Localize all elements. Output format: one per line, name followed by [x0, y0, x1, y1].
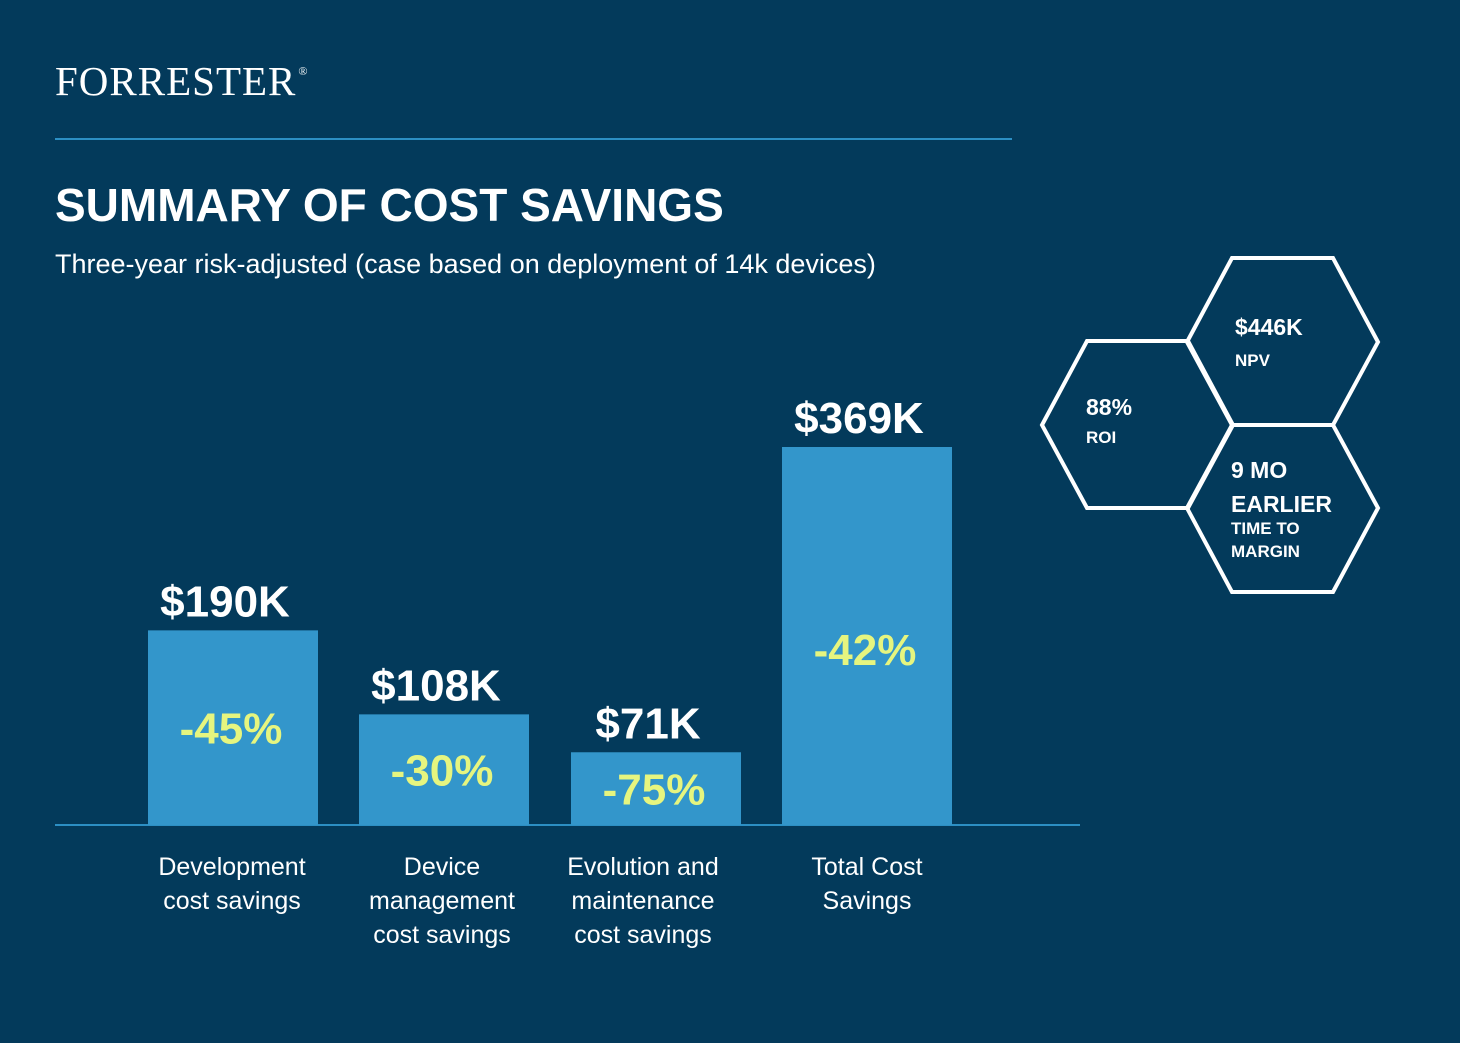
bar-2 — [359, 714, 529, 825]
bar-3 — [571, 752, 741, 825]
cost-savings-bar-chart: $190K -45% Development cost savings $108K -30… — [55, 394, 1080, 949]
bar-value-label-2: $108K — [371, 661, 501, 710]
forrester-logo-text: FORRESTER — [55, 58, 297, 104]
roi-label: ROI — [1086, 428, 1117, 447]
time-to-margin-value-line1: 9 MO — [1231, 457, 1288, 483]
category-label-2: Device management cost savings — [369, 853, 515, 949]
header-divider — [55, 138, 1012, 140]
registered-mark: ® — [298, 64, 309, 78]
page-title: SUMMARY OF COST SAVINGS — [55, 179, 724, 231]
time-to-margin-label-line2: MARGIN — [1231, 542, 1300, 561]
bar-percent-label-1: -45% — [180, 705, 283, 754]
bar-value-label-3: $71K — [595, 699, 700, 748]
forrester-logo: FORRESTER ® — [55, 56, 309, 106]
bar-percent-label-4: -42% — [814, 626, 917, 675]
time-to-margin-value-line2: EARLIER — [1231, 491, 1332, 517]
category-label-4: Total Cost Savings — [811, 853, 922, 915]
category-label-3: Evolution and maintenance cost savings — [567, 853, 719, 949]
category-label-1: Development cost savings — [158, 853, 305, 915]
bar-percent-label-2: -30% — [391, 747, 494, 796]
bar-value-label-1: $190K — [160, 577, 290, 626]
roi-value: 88% — [1086, 394, 1133, 420]
npv-label: NPV — [1235, 351, 1270, 370]
page-subtitle: Three-year risk-adjusted (case based on … — [55, 249, 876, 279]
bar-4 — [782, 447, 952, 825]
bar-value-label-4: $369K — [794, 394, 924, 443]
npv-value: $446K — [1235, 314, 1303, 340]
bar-1 — [148, 630, 318, 825]
bar-percent-label-3: -75% — [603, 766, 706, 815]
time-to-margin-label-line1: TIME TO — [1231, 519, 1300, 538]
